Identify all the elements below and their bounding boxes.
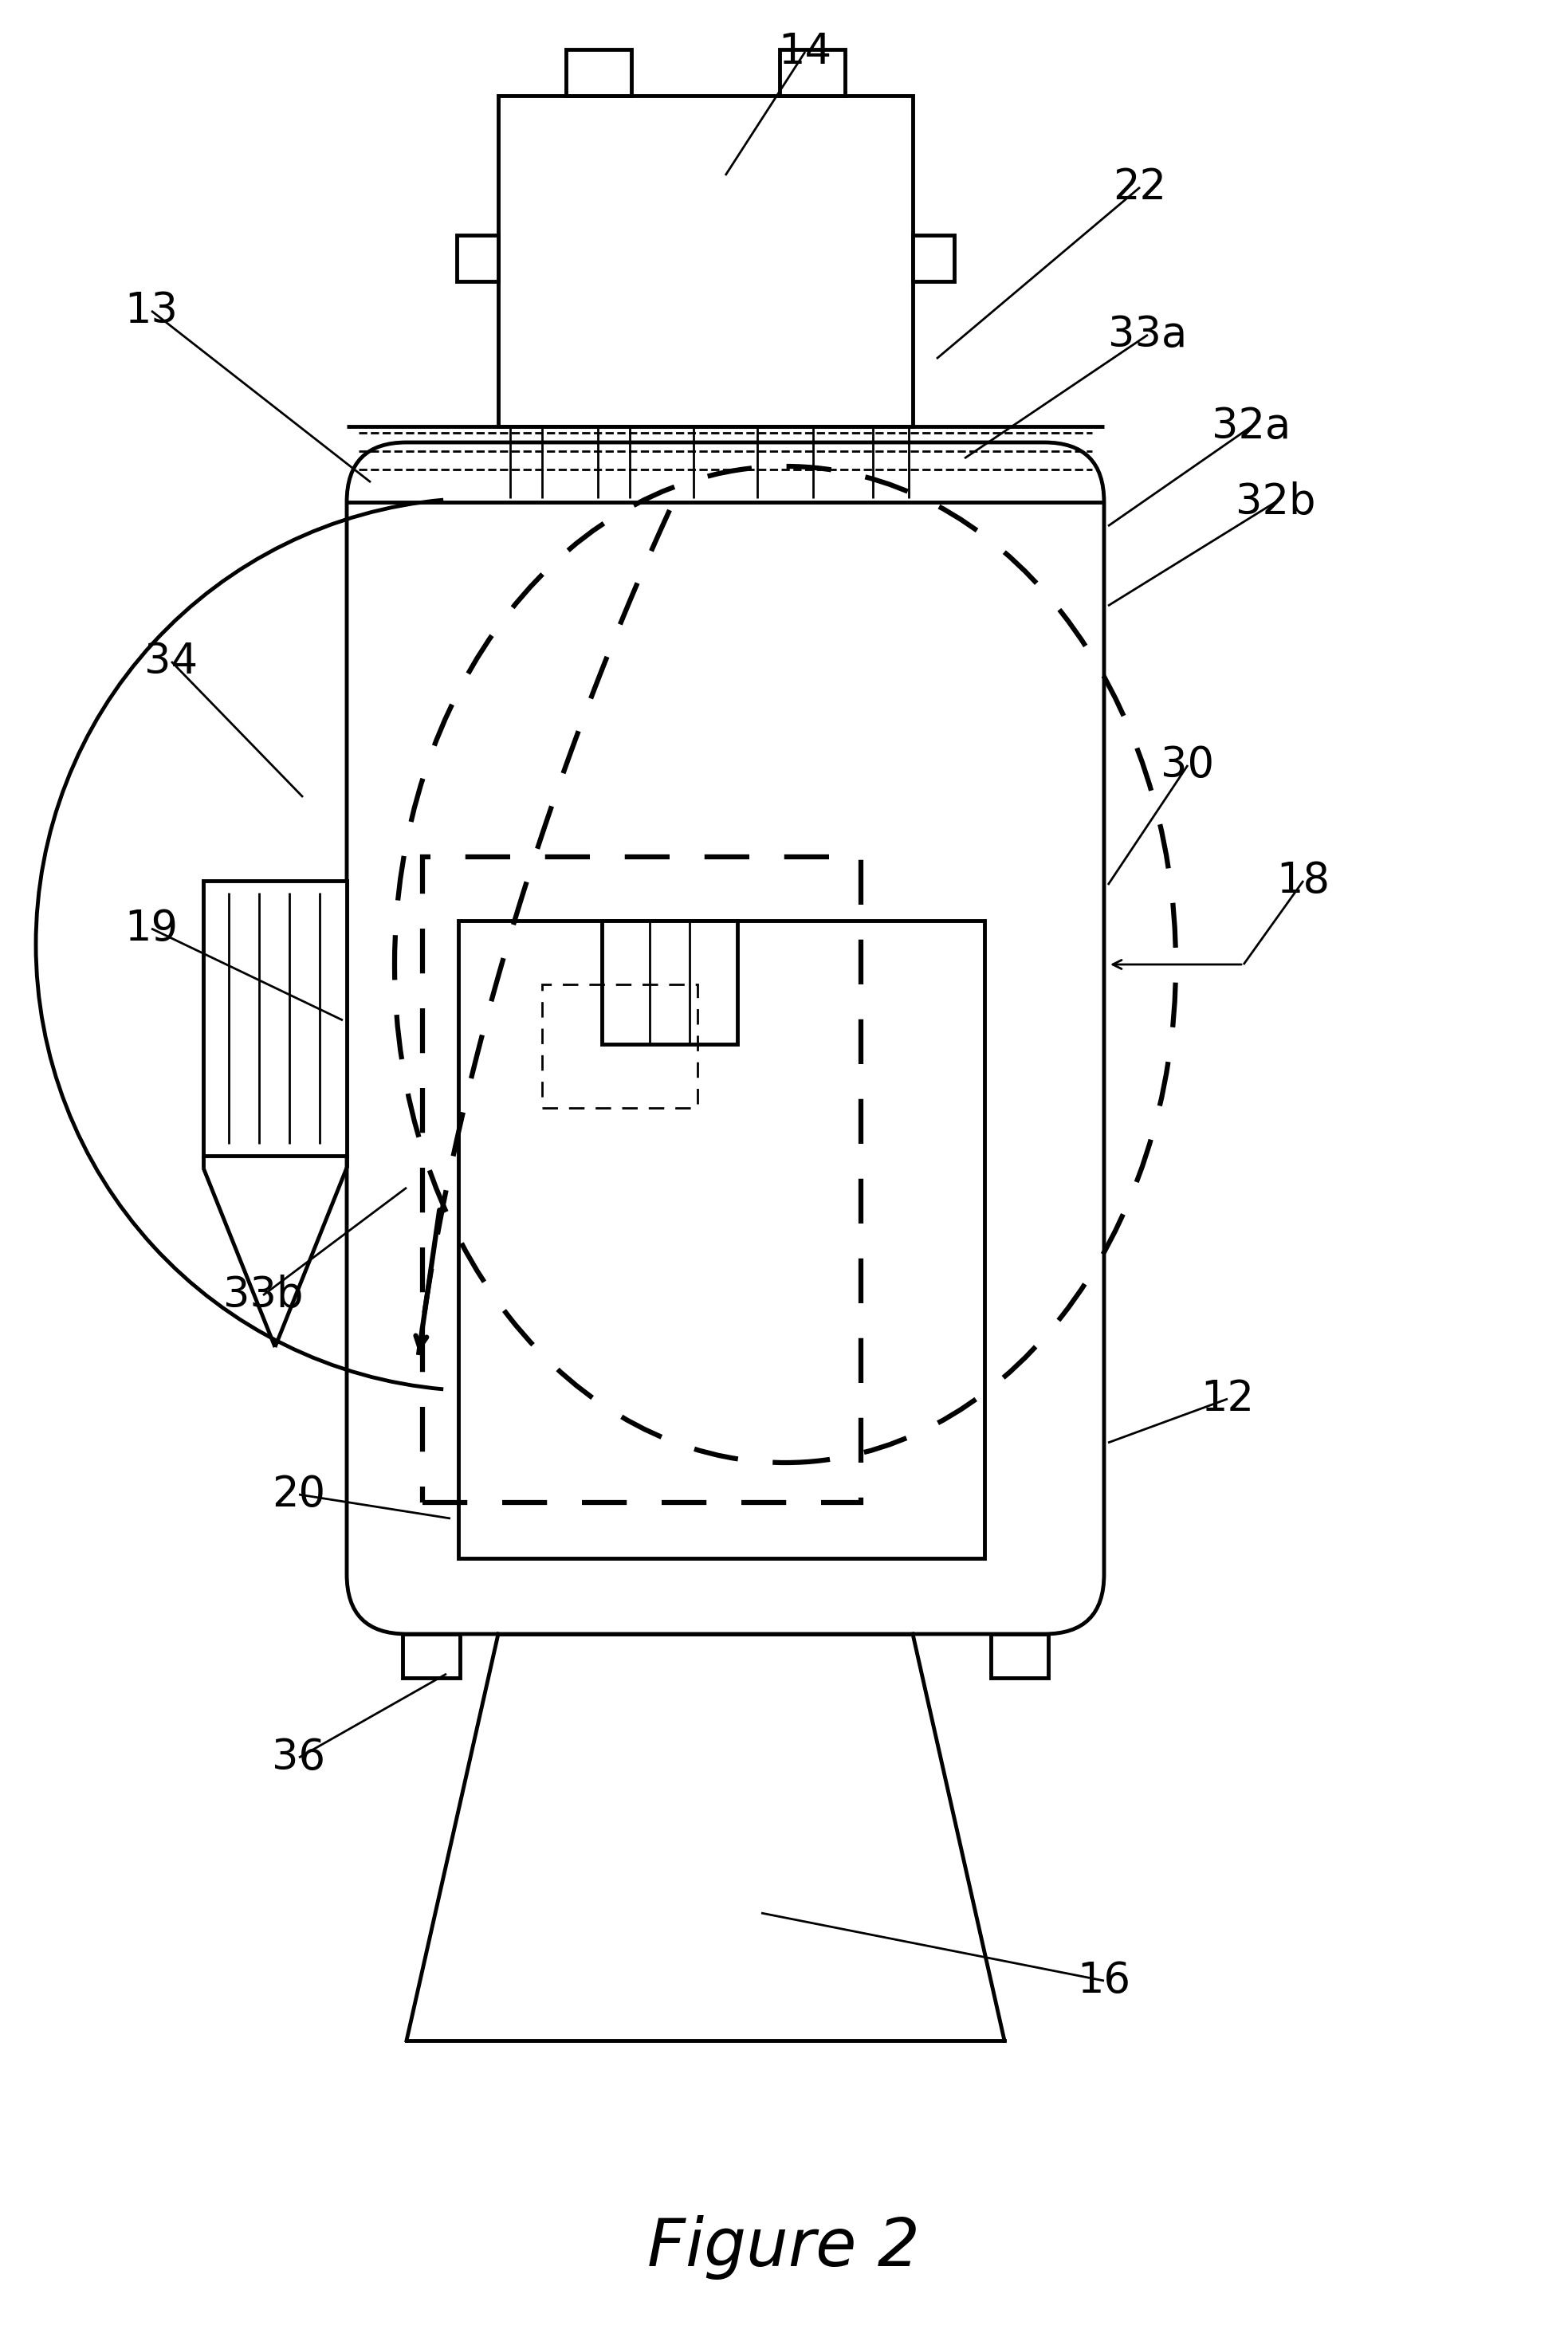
Bar — [456, 235, 499, 282]
Bar — [458, 921, 985, 1557]
Text: 16: 16 — [1077, 1959, 1131, 2001]
Bar — [204, 881, 347, 1156]
Text: 32a: 32a — [1212, 406, 1290, 446]
Bar — [991, 1635, 1049, 1677]
Text: 14: 14 — [778, 31, 833, 73]
Text: 32b: 32b — [1236, 482, 1316, 524]
Bar — [422, 857, 861, 1503]
Text: 12: 12 — [1201, 1379, 1254, 1419]
Text: Figure 2: Figure 2 — [648, 2215, 920, 2281]
Text: 36: 36 — [273, 1736, 326, 1778]
FancyBboxPatch shape — [347, 442, 1104, 1635]
Text: 20: 20 — [273, 1473, 326, 1515]
Text: 34: 34 — [144, 641, 198, 681]
Bar — [779, 49, 845, 96]
Text: 33b: 33b — [223, 1276, 303, 1315]
Bar — [543, 984, 698, 1109]
Text: 13: 13 — [125, 291, 179, 331]
Bar — [403, 1635, 459, 1677]
Bar — [602, 921, 737, 1045]
Bar — [566, 49, 632, 96]
Bar — [499, 96, 913, 428]
Text: 33a: 33a — [1109, 315, 1187, 355]
Bar — [913, 235, 955, 282]
Text: 22: 22 — [1113, 167, 1167, 209]
Text: 30: 30 — [1160, 745, 1215, 787]
Text: 18: 18 — [1276, 860, 1330, 902]
Text: 19: 19 — [125, 907, 179, 949]
